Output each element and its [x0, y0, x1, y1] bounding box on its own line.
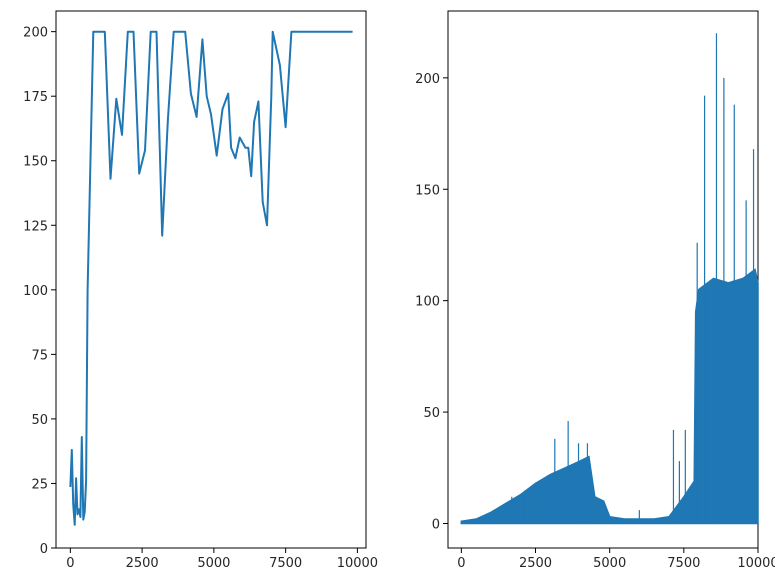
y-tick-label-left-4: 100 [23, 284, 48, 299]
y-tick-label-left-8: 200 [23, 26, 48, 41]
x-tick-label-left-1: 2500 [126, 556, 159, 571]
data-envelope-right [460, 268, 759, 525]
y-tick-label-right-1: 50 [423, 406, 440, 421]
y-axis-left: 0 25 50 75 100 125 150 175 200 [23, 26, 56, 557]
x-tick-label-left-3: 7500 [269, 556, 302, 571]
data-line-left-0 [69, 30, 353, 526]
y-tick-label-left-1: 25 [31, 477, 48, 492]
x-tick-label-right-2: 5000 [593, 556, 626, 571]
x-tick-label-left-2: 5000 [197, 556, 230, 571]
y-tick-label-right-2: 100 [415, 295, 440, 310]
series-right [460, 33, 759, 525]
y-tick-label-left-5: 125 [23, 219, 48, 234]
y-tick-label-right-3: 150 [415, 183, 440, 198]
x-axis-left: 0 2500 5000 7500 10000 [66, 548, 378, 571]
x-tick-label-right-1: 2500 [519, 556, 552, 571]
series-left [69, 30, 353, 526]
y-tick-label-right-4: 200 [415, 72, 440, 87]
chart-panel-right: 0 2500 5000 7500 10000 0 50 100 150 200 [415, 10, 775, 571]
x-tick-label-right-4: 10000 [737, 556, 775, 571]
y-tick-label-left-7: 175 [23, 90, 48, 105]
y-tick-label-left-2: 50 [31, 413, 48, 428]
x-tick-label-left-4: 10000 [337, 556, 378, 571]
x-tick-label-right-3: 7500 [667, 556, 700, 571]
y-tick-label-right-0: 0 [432, 517, 440, 532]
chart-panel-left: 0 2500 5000 7500 10000 0 25 50 75 100 125 150 175 20… [23, 10, 378, 571]
y-axis-right: 0 50 100 150 200 [415, 72, 448, 532]
y-tick-label-left-6: 150 [23, 155, 48, 170]
y-tick-label-left-3: 75 [31, 348, 48, 363]
x-axis-right: 0 2500 5000 7500 10000 [457, 548, 775, 571]
x-tick-label-left-0: 0 [66, 556, 74, 571]
y-tick-label-left-0: 0 [40, 542, 48, 557]
x-tick-label-right-0: 0 [457, 556, 465, 571]
plot-frame-left [55, 10, 367, 549]
